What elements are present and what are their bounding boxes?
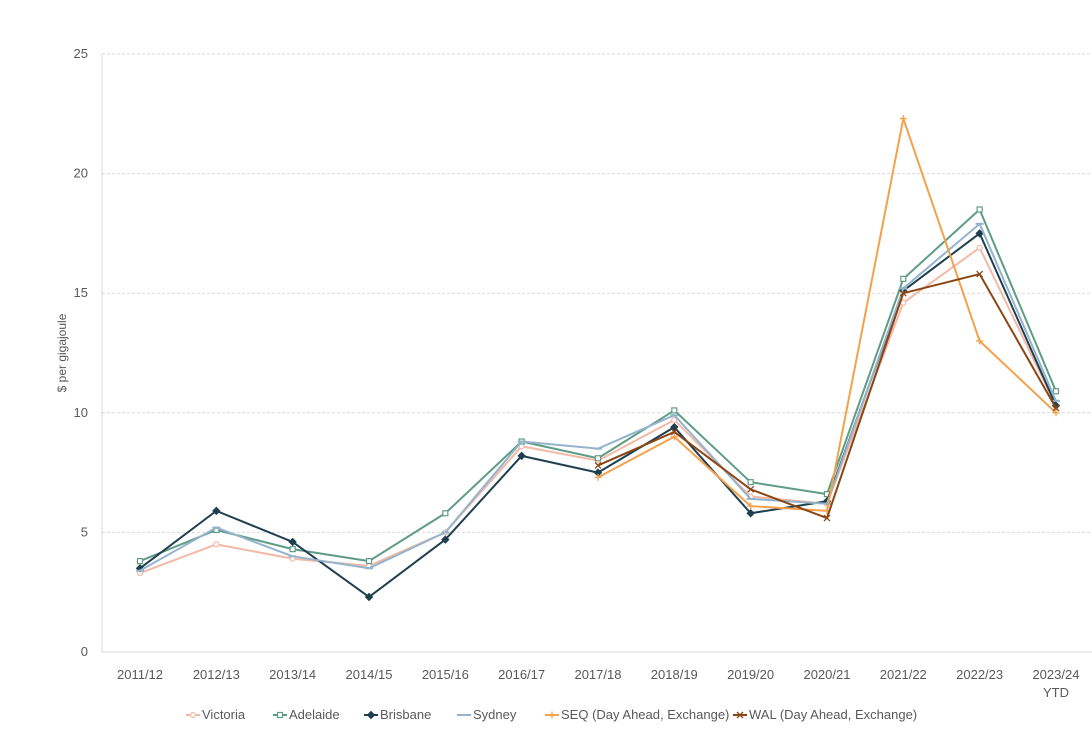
legend-label: WAL (Day Ahead, Exchange) [749,707,917,722]
y-tick-label: 10 [74,405,88,420]
series-line [139,232,1057,598]
data-point [823,514,831,522]
data-point [976,206,983,213]
data-point [671,416,678,424]
series-seq-day-ahead-exchange [594,115,1060,515]
x-tick-label: 2016/17 [498,667,545,682]
series-line [597,273,1057,520]
x-tick-label: 2014/15 [345,667,392,682]
gridlines [102,53,1092,533]
data-point [212,506,221,516]
legend-label: SEQ (Day Ahead, Exchange) [561,707,729,722]
legend: Victoria Adelaide Brisbane Sydney SEQ (Day A… [186,707,917,722]
x-tick-label: 2017/18 [574,667,621,682]
series-line [139,222,1057,572]
data-point [594,455,602,462]
data-point [747,485,755,493]
data-point [136,558,144,565]
y-axis-title: $ per gigajoule [55,313,69,392]
legend-item: WAL (Day Ahead, Exchange) [733,707,917,722]
data-point [442,510,449,517]
x-tick-label: 2019/20 [727,667,774,682]
y-tick-label: 15 [74,285,88,300]
data-point [900,275,907,282]
series-line [139,246,1057,574]
data-point [670,433,678,441]
series-sydney [136,222,1060,572]
data-point [976,270,984,278]
legend-item: Victoria [186,707,246,722]
x-tick-label: 2013/14 [269,667,316,682]
data-point [1052,388,1060,395]
legend-item: SEQ (Day Ahead, Exchange) [545,707,729,722]
data-point [899,289,907,297]
legend-marker [366,710,376,720]
legend-marker [548,711,556,719]
series-victoria [136,244,1060,577]
series-group [135,115,1061,602]
y-tick-label: 25 [74,46,88,61]
data-point [441,535,450,544]
x-tick-label: 2021/22 [880,667,927,682]
data-point [213,541,220,548]
x-tick-sublabel: YTD [1043,685,1069,700]
data-point [747,502,755,510]
data-point [975,229,984,238]
y-tick-label: 0 [81,644,88,659]
data-point [289,546,296,553]
legend-marker [736,711,744,719]
x-tick-labels: 2011/12 2012/13 2013/14 2014/15 2015/16 2016/… [117,667,1079,700]
data-point [976,337,984,345]
data-point [976,244,983,251]
data-point [747,479,754,486]
data-point [671,407,678,414]
series-wal-day-ahead-exchange [594,270,1060,522]
legend-label: Victoria [202,707,246,722]
legend-marker [189,711,197,719]
legend-label: Sydney [473,707,517,722]
data-point [594,473,602,481]
legend-label: Brisbane [380,707,431,722]
y-tick-labels: 0 5 10 15 20 25 [74,46,88,659]
data-point [746,509,755,518]
legend-item: Brisbane [364,707,431,722]
data-point [517,451,526,461]
y-tick-label: 20 [74,166,88,181]
data-point [670,422,679,432]
x-tick-label: 2022/23 [956,667,1003,682]
legend-item: Sydney [457,707,517,722]
series-line [139,208,1057,563]
data-point [288,537,297,547]
series-adelaide [136,206,1060,565]
legend-item: Adelaide [273,707,340,722]
data-point [670,428,678,436]
data-point [365,558,373,565]
data-point [899,115,907,123]
y-tick-label: 5 [81,524,88,539]
x-tick-label: 2015/16 [422,667,469,682]
x-tick-label: 2011/12 [117,667,163,682]
data-point [1052,404,1060,412]
x-tick-label: 2012/13 [193,667,240,682]
legend-label: Adelaide [289,707,340,722]
legend-marker [276,711,284,719]
x-tick-label: 2023/24 [1032,667,1079,682]
data-point [594,461,602,469]
x-tick-label: 2018/19 [651,667,698,682]
series-line [597,117,1057,512]
data-point [1052,409,1060,417]
data-point [364,592,374,602]
x-tick-label: 2020/21 [803,667,850,682]
